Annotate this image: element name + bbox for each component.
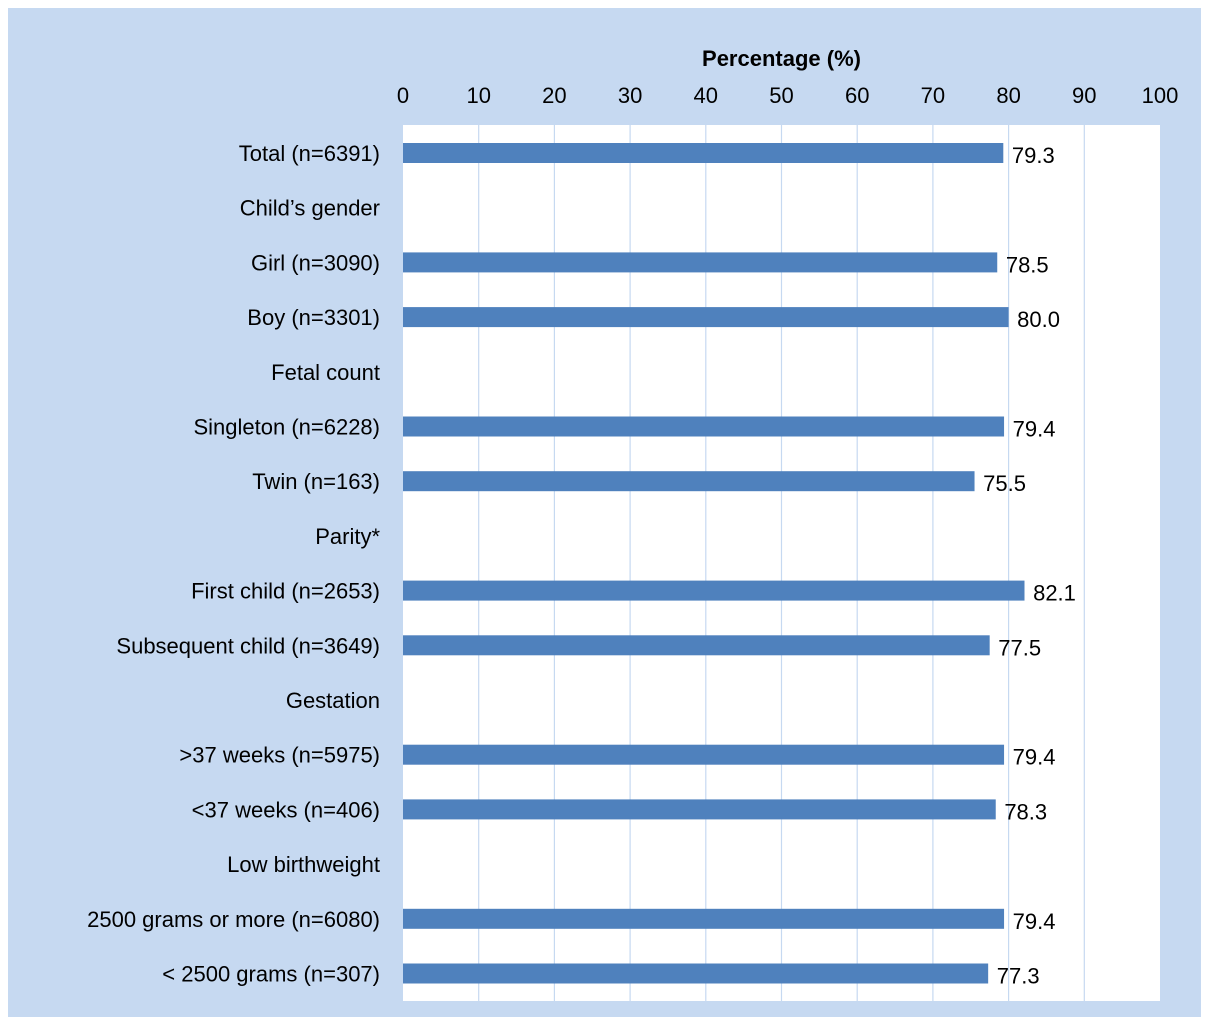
data-label: 82.1 [1033,581,1076,606]
x-axis-title: Percentage (%) [702,46,861,71]
x-tick-label: 0 [397,83,409,108]
bar [403,799,996,820]
chart-frame: 79.3 78.5 80.0 79.4 75.5 82.1 77.5 79.4 78.3 79.4… [8,8,1201,1017]
category-label: First child (n=2653) [191,579,380,604]
data-label: 79.4 [1013,417,1056,442]
data-label: 75.5 [983,471,1026,496]
bar [403,416,1005,437]
category-label: Subsequent child (n=3649) [116,633,380,658]
category-label: Singleton (n=6228) [193,415,380,440]
x-tick-label: 70 [921,83,945,108]
category-label: Low birthweight [227,852,380,877]
bar-chart: 79.3 78.5 80.0 79.4 75.5 82.1 77.5 79.4 78.3 79.4… [87,46,1178,1001]
bar [403,744,1005,765]
category-label: Total (n=6391) [239,141,380,166]
data-label: 77.3 [997,964,1040,989]
x-tick-label: 20 [542,83,566,108]
bar [403,635,990,656]
category-label: Parity* [315,524,380,549]
category-labels: Total (n=6391) Child’s gender Girl (n=3090… [87,141,380,987]
x-tick-label: 60 [845,83,869,108]
category-label: Child’s gender [240,196,380,221]
x-tick-label: 30 [618,83,642,108]
data-label: 78.3 [1004,799,1047,824]
bar [403,908,1005,929]
data-label: 80.0 [1017,307,1060,332]
bars [403,143,1025,984]
category-label: Fetal count [271,360,380,385]
category-label: Twin (n=163) [252,469,380,494]
category-label: Boy (n=3301) [247,305,380,330]
x-tick-label: 50 [769,83,793,108]
category-label: Gestation [286,688,380,713]
x-tick-label: 90 [1072,83,1096,108]
data-label: 77.5 [998,635,1041,660]
data-labels: 79.3 78.5 80.0 79.4 75.5 82.1 77.5 79.4 78.3 79.4… [983,143,1076,989]
data-label: 79.4 [1013,745,1056,770]
x-tick-label: 80 [996,83,1020,108]
bar [403,252,998,273]
bar [403,143,1004,163]
category-label: 2500 grams or more (n=6080) [87,907,380,932]
data-label: 78.5 [1006,252,1049,277]
bar [403,580,1025,601]
category-label: < 2500 grams (n=307) [162,962,380,987]
category-label: >37 weeks (n=5975) [179,743,380,768]
data-label: 79.3 [1012,143,1055,168]
bar [403,471,975,492]
data-label: 79.4 [1013,909,1056,934]
bar [403,307,1009,328]
x-tick-label: 10 [466,83,490,108]
category-label: <37 weeks (n=406) [192,797,380,822]
x-tick-label: 40 [694,83,718,108]
x-tick-label: 100 [1142,83,1179,108]
bar [403,963,989,984]
x-tick-labels: 0 10 20 30 40 50 60 70 80 90 100 [397,83,1178,108]
category-label: Girl (n=3090) [251,250,380,275]
